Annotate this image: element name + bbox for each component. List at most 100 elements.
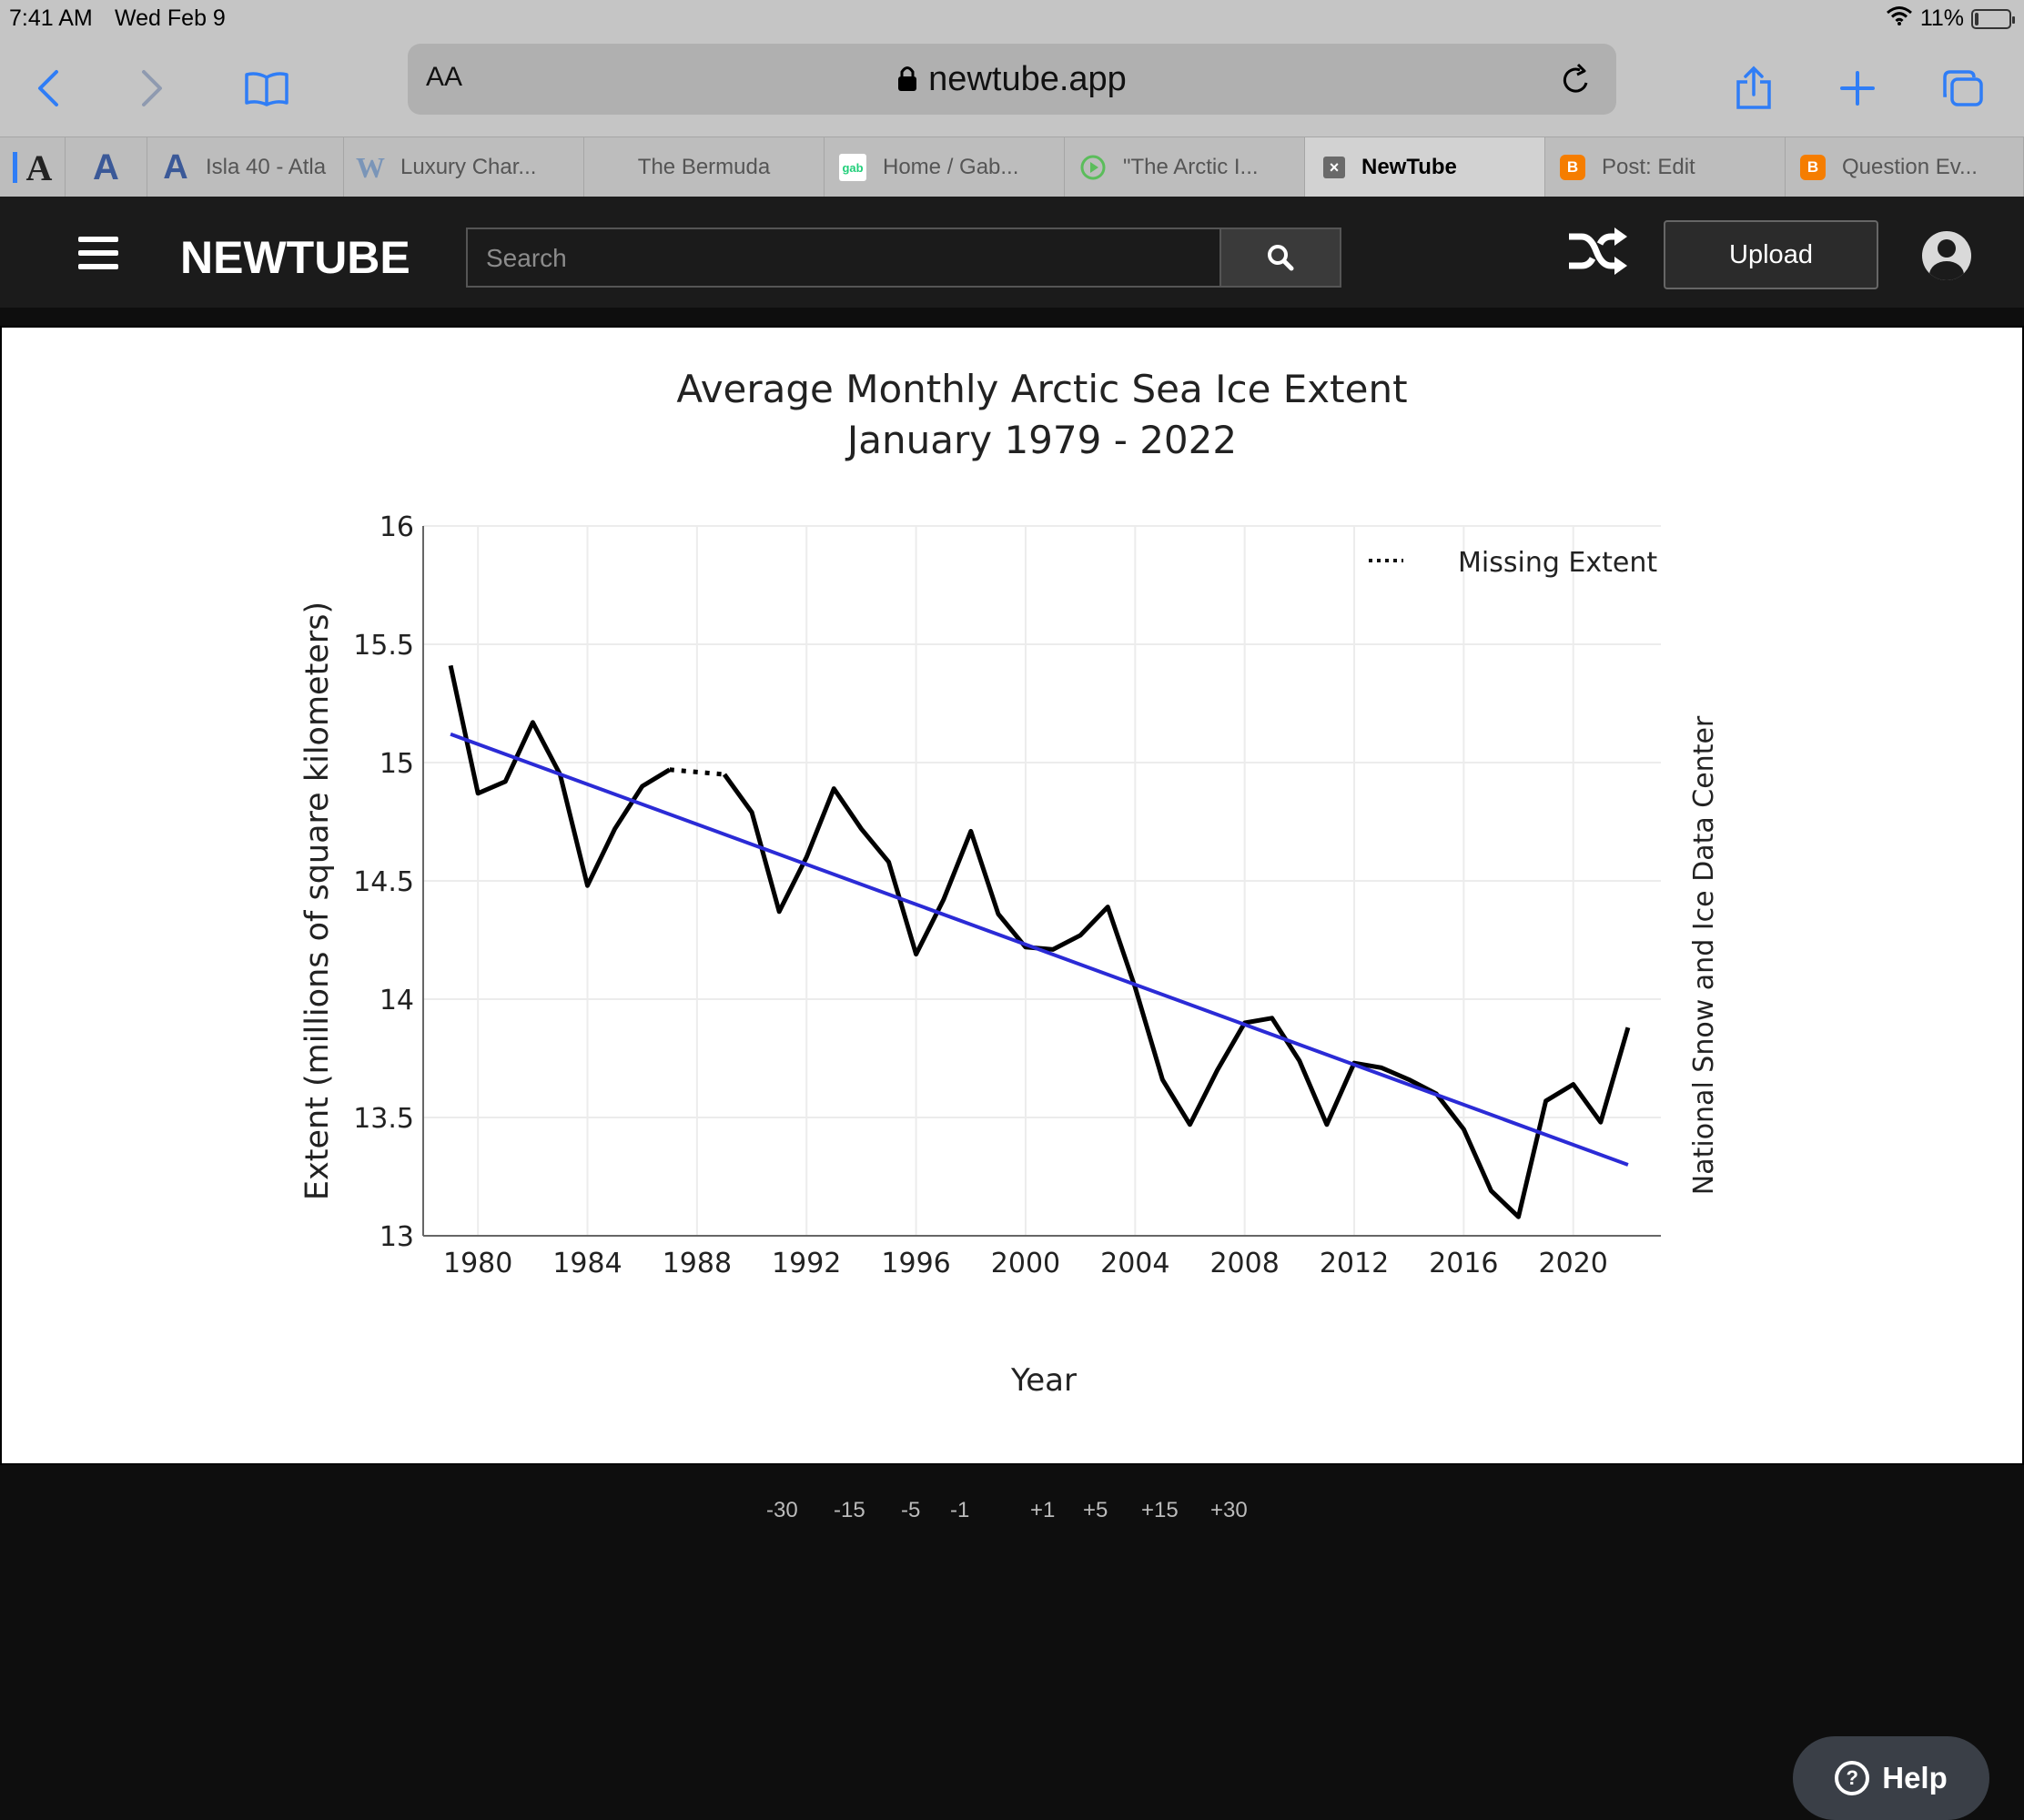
tab-label: "The Arctic I...: [1123, 155, 1259, 179]
tab-arctic[interactable]: "The Arctic I...: [1065, 137, 1305, 197]
shuffle-button[interactable]: [1565, 224, 1629, 283]
x-tick-label: 2004: [1100, 1248, 1169, 1279]
player-scrub-bar[interactable]: -30 -15 -5 -1 +1 +5 +15 +30: [0, 1465, 2024, 1522]
y-tick-label: 14: [380, 985, 414, 1016]
share-icon: [1736, 66, 1771, 109]
extent-line: [722, 773, 1631, 1219]
battery-level-fill: [1975, 12, 1978, 25]
tab-question[interactable]: B Question Ev...: [1786, 137, 2024, 197]
forward-button[interactable]: [120, 56, 184, 120]
chart-series: [448, 664, 1631, 1219]
help-button[interactable]: ? Help: [1793, 1736, 1989, 1820]
x-tick-label: 2016: [1429, 1248, 1498, 1279]
y-tick-label: 14.5: [353, 866, 414, 898]
x-tick-label: 2000: [991, 1248, 1060, 1279]
seek-label: +5: [1083, 1498, 1108, 1522]
y-tick-label: 13: [380, 1221, 414, 1253]
video-player[interactable]: Average Monthly Arctic Sea Ice Extent Ja…: [0, 326, 2024, 1820]
y-axis-label: Extent (millions of square kilometers): [299, 602, 336, 1200]
letter-a-icon: A: [93, 147, 119, 187]
tab-collapsed-2[interactable]: A: [66, 137, 147, 197]
sea-ice-chart: Average Monthly Arctic Sea Ice Extent Ja…: [299, 367, 1720, 1399]
x-tick-label: 2020: [1539, 1248, 1608, 1279]
back-button[interactable]: [16, 56, 80, 120]
close-tab-icon[interactable]: ×: [1323, 157, 1345, 178]
letter-a-icon: A: [163, 147, 188, 187]
play-icon: [1079, 154, 1107, 181]
user-avatar-icon[interactable]: [1922, 231, 1971, 280]
x-tick-label: 1984: [552, 1248, 622, 1279]
trend-line: [450, 732, 1629, 1167]
blogger-icon: B: [1560, 155, 1585, 180]
tab-post-edit[interactable]: B Post: Edit: [1545, 137, 1786, 197]
x-tick-label: 1980: [443, 1248, 512, 1279]
reload-button[interactable]: [1560, 62, 1593, 101]
y-tick-label: 15: [380, 748, 414, 780]
question-icon: ?: [1835, 1761, 1870, 1795]
plus-icon: [1840, 71, 1875, 106]
search-input[interactable]: [484, 229, 1198, 288]
shuffle-icon: [1569, 228, 1627, 275]
letter-a-icon: A: [25, 147, 53, 188]
x-tick-label: 1996: [881, 1248, 950, 1279]
gab-logo-icon: gab: [839, 154, 866, 181]
chevron-left-icon: [38, 70, 58, 106]
browser-toolbar: AA newtube.app: [0, 36, 2024, 136]
address-bar[interactable]: AA newtube.app: [408, 44, 1616, 115]
tab-collapsed-group[interactable]: A: [0, 137, 66, 197]
tab-label: Post: Edit: [1602, 155, 1695, 179]
reload-icon: [1563, 63, 1588, 93]
y-tick-label: 13.5: [353, 1103, 414, 1135]
tab-label: Question Ev...: [1842, 155, 1978, 179]
chart-axes: [422, 526, 1661, 1237]
tab-marker: [12, 152, 17, 183]
x-axis-ticks: 1980 1984 1988 1992 1996 2000 2004 2008 2012 2016…: [443, 1248, 1608, 1279]
help-label: Help: [1882, 1761, 1948, 1795]
chart-grid: [423, 525, 1661, 1237]
chevron-right-icon: [142, 70, 162, 106]
new-tab-button[interactable]: [1826, 56, 1889, 120]
upload-button[interactable]: Upload: [1664, 220, 1878, 289]
seek-label: -30: [766, 1498, 798, 1522]
tab-luxury[interactable]: W Luxury Char...: [344, 137, 584, 197]
chart-title: Average Monthly Arctic Sea Ice Extent: [676, 367, 1407, 411]
site-logo[interactable]: NEWTUBE: [180, 232, 410, 283]
chart-credit: National Snow and Ice Data Center: [1688, 715, 1720, 1195]
status-time: 7:41 AM: [9, 5, 93, 31]
y-tick-label: 15.5: [353, 630, 414, 662]
search-icon: [1268, 245, 1294, 271]
missing-extent-line: [669, 767, 725, 777]
seek-label: -1: [950, 1498, 970, 1522]
tab-label: NewTube: [1361, 155, 1457, 179]
bookmarks-button[interactable]: [235, 56, 299, 120]
seek-label: +30: [1210, 1498, 1248, 1522]
tab-overview-button[interactable]: [1931, 56, 1995, 120]
tab-newtube[interactable]: × NewTube: [1305, 137, 1545, 197]
blogger-icon: B: [1800, 155, 1826, 180]
url-text: newtube.app: [928, 60, 1127, 98]
tab-gab[interactable]: gab Home / Gab...: [825, 137, 1065, 197]
x-axis-label: Year: [1010, 1362, 1077, 1399]
seek-label: +1: [1030, 1498, 1056, 1522]
hamburger-menu-icon[interactable]: [78, 237, 118, 269]
chart-legend: Missing Extent: [1369, 547, 1657, 579]
x-tick-label: 2012: [1320, 1248, 1389, 1279]
share-button[interactable]: [1722, 56, 1786, 120]
book-icon: [245, 72, 288, 106]
search-button[interactable]: [1219, 229, 1340, 286]
tab-isla[interactable]: A Isla 40 - Atla: [147, 137, 344, 197]
tab-strip: A A A Isla 40 - Atla W Luxury Char... Th…: [0, 136, 2024, 197]
battery-icon: [1971, 8, 2015, 29]
tab-bermuda[interactable]: The Bermuda: [584, 137, 825, 197]
search-box: [466, 228, 1341, 288]
status-right: 11%: [1886, 5, 2015, 32]
tab-label: Luxury Char...: [400, 155, 537, 179]
url-display[interactable]: newtube.app: [408, 60, 1616, 99]
site-header: NEWTUBE Upload: [0, 197, 2024, 308]
w-logo-icon: W: [356, 150, 385, 184]
chart-subtitle: January 1979 - 2022: [845, 418, 1237, 462]
battery-percent: 11%: [1919, 5, 1964, 31]
legend-label: Missing Extent: [1458, 547, 1657, 579]
tab-label: Isla 40 - Atla: [206, 155, 327, 179]
text-size-button[interactable]: AA: [426, 62, 463, 92]
